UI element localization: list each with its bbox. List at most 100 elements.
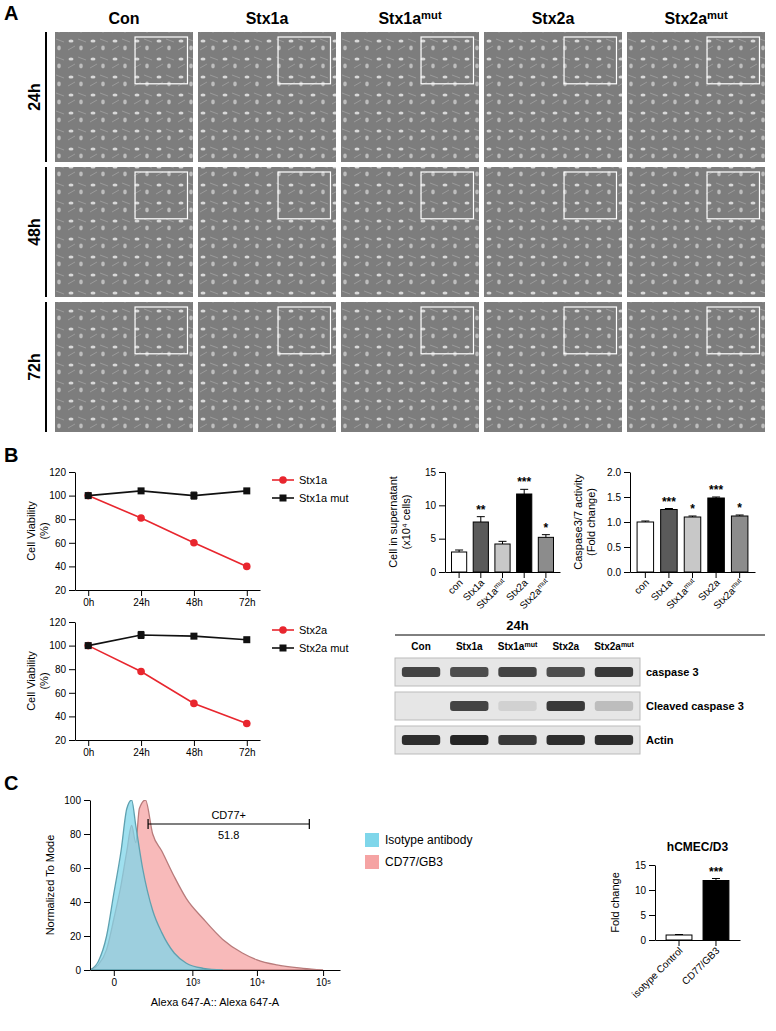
text-line: Fold change [609,872,621,933]
legend: Isotype antibody CD77/GB3 [365,833,472,869]
tick-mark [459,572,460,578]
legend-label: Stx1a mut [299,492,349,504]
plot-area [84,631,250,727]
tick-mark [692,572,693,578]
inset-box [278,172,330,219]
tick-label: 40 [55,561,67,572]
line-chart: 204060801001200h24h48h72hCell Viability(… [25,617,349,758]
tick-label: 60 [55,688,67,699]
legend-label: Stx2a mut [299,642,349,654]
tick-mark [69,646,75,647]
tick-label: 100 [49,640,66,651]
tick-mark [69,740,75,741]
x-axis: isotype ControlCD77/GB3 [630,940,741,1000]
error-bar [712,879,720,881]
tick-label: 10⁵ [316,977,331,988]
tick-mark [739,572,740,578]
legend-marker [280,495,287,502]
inset-box [421,307,473,354]
error-bar [641,521,649,522]
tick-label: Stx2amut [711,577,745,611]
tick-mark [141,590,142,596]
y-axis: 20406080100120 [49,467,75,596]
micrograph [198,302,336,432]
marker [137,668,145,676]
blot-strip [395,726,640,754]
tick-label: 5 [430,533,436,544]
error-bar [665,509,673,510]
tick: 0 [112,970,118,988]
row-bar [45,32,47,162]
tick-label: 20 [55,585,67,596]
tick-mark [141,740,142,746]
legend-swatch [365,833,379,847]
text-line: Normalized To Mode [44,835,56,936]
tick: 72h [239,740,256,758]
axis-title: Cell in supernatant(x10⁴ cells) [387,476,412,568]
tick-label: 48h [186,597,203,608]
tick-mark [480,572,481,578]
tick-mark [439,505,445,506]
legend: Stx1a Stx1a mut [272,474,349,504]
inset-box [564,172,616,219]
tick-label: 10 [635,885,647,896]
marker [84,642,92,650]
tick-mark [624,547,630,548]
tick-label: 0 [640,935,646,946]
tick-label: 0 [112,977,118,988]
legend-label: CD77/GB3 [385,855,443,869]
tick-label: 0h [83,747,94,758]
western-blot: 24hConStx1aStx1amutStx2aStx2amutcaspase … [395,618,765,754]
row-bar [45,167,47,297]
axis-line [91,970,341,971]
legend-label: Isotype antibody [385,833,472,847]
axis-title: Cell Viability(%) [25,501,50,561]
inset-box [707,37,759,84]
error-bar [712,497,720,498]
tick-mark [649,915,655,916]
inset-box [707,172,759,219]
axis-line [76,740,261,741]
band [595,667,633,677]
tick-label: 20 [70,931,82,942]
tick-label: 10 [425,500,437,511]
bar-chart: 0.00.51.01.52.0conStx1aStx1amutStx2aStx2… [572,467,756,611]
legend-marker [280,645,287,652]
axis-line [75,623,76,741]
x-axis: 010³10⁴10⁵ [91,970,341,988]
lane-label: Stx2a [552,641,579,652]
significance: * [544,521,549,535]
bar-chart: 051015conStx1aStx1amutStx2aStx2amutCell … [387,467,561,611]
tick-label: 80 [70,829,82,840]
lane-label: Stx1amut [498,641,538,652]
tick: 10³ [186,970,201,988]
legend-item: Stx2a mut [272,642,349,654]
tick-mark [69,519,75,520]
tick-label: 0.5 [607,542,621,553]
legend-swatch [365,855,379,869]
superscript: mut [535,577,548,590]
significance: *** [709,483,723,497]
inset-box [707,307,759,354]
panel-label: B [4,444,18,466]
column-header: Stx2amut [664,9,727,27]
error-bar [675,934,683,936]
tick-mark [716,572,717,578]
tick: 15 [425,467,445,478]
plot-area [666,879,729,941]
micrograph [198,32,336,162]
error-bar [542,535,550,538]
tick: 120 [49,467,75,478]
tick-mark [194,590,195,596]
tick-mark [114,970,115,976]
marker [243,636,250,643]
x-axis: conStx1aStx1amutStx2aStx2amut [631,572,756,611]
tick-mark [69,472,75,473]
bar [666,935,692,940]
legend-marker [279,476,287,484]
line-chart: 204060801001200h24h48h72hCell Viability(… [25,467,349,608]
marker [243,720,251,728]
legend-label: Stx1a [299,474,328,486]
tick-mark [649,865,655,866]
error-bar [499,541,507,544]
